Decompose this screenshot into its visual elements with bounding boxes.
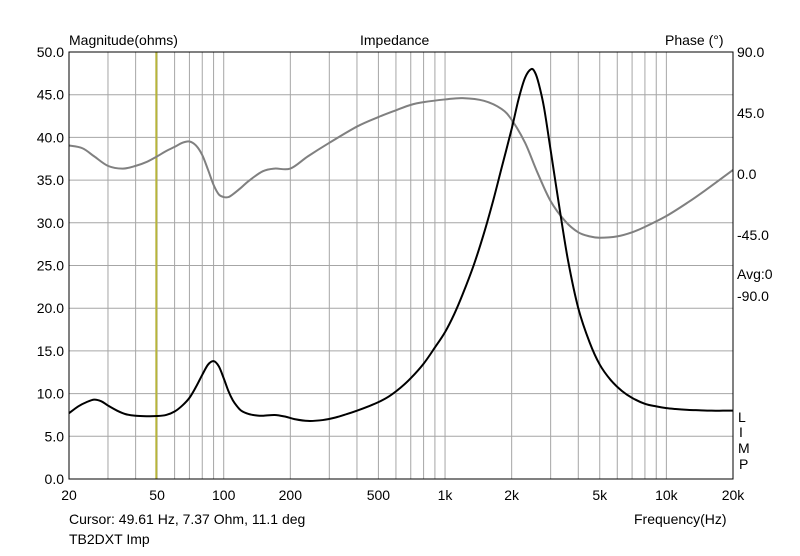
x-tick-label: 5k	[592, 487, 608, 503]
x-tick-label: 20	[61, 487, 77, 503]
left-axis-title: Magnitude(ohms)	[69, 32, 178, 48]
x-tick-label: 10k	[655, 487, 679, 503]
y-left-tick-label: 50.0	[37, 44, 64, 60]
series-line-magnitude	[68, 67, 733, 422]
y-left-tick-label: 25.0	[37, 258, 64, 274]
y-left-tick-label: 10.0	[37, 386, 64, 402]
x-tick-label: 50	[149, 487, 165, 503]
side-letter-i: I	[739, 424, 743, 440]
x-tick-label: 2k	[504, 487, 520, 503]
ticks-layer: 20 50 100 200 500 1k 2k 5k 10k 20k 0.0 5.0 10.0 15.0 2…	[37, 44, 769, 503]
series-layer	[68, 67, 734, 422]
y-right-tick-label: 45.0	[737, 105, 764, 121]
y-left-tick-label: 30.0	[37, 215, 64, 231]
y-left-tick-label: 45.0	[37, 87, 64, 103]
side-letter-l: L	[738, 409, 746, 425]
y-left-tick-label: 5.0	[45, 428, 65, 444]
y-right-tick-label: -90.0	[737, 288, 769, 304]
side-letter-p: P	[739, 456, 749, 472]
cursor-readout: Cursor: 49.61 Hz, 7.37 Ohm, 11.1 deg	[69, 511, 306, 527]
x-tick-label: 500	[367, 487, 391, 503]
y-left-tick-label: 0.0	[45, 471, 65, 487]
trace-label: TB2DXT Imp	[69, 531, 150, 547]
series-line-phase	[68, 97, 734, 239]
y-right-tick-label: 0.0	[737, 166, 757, 182]
avg-label: Avg:0	[737, 266, 773, 282]
y-right-tick-label: -45.0	[737, 227, 769, 243]
x-tick-label: 200	[279, 487, 303, 503]
x-tick-label: 20k	[722, 487, 746, 503]
y-left-tick-label: 35.0	[37, 172, 64, 188]
y-left-tick-label: 40.0	[37, 129, 64, 145]
x-axis-label: Frequency(Hz)	[634, 511, 727, 527]
grid	[69, 52, 733, 479]
side-letter-m: M	[738, 440, 750, 456]
chart-title: Impedance	[360, 32, 430, 48]
y-right-tick-label: 90.0	[737, 44, 764, 60]
plot-frame	[68, 51, 734, 480]
right-axis-title: Phase (°)	[665, 32, 724, 48]
x-tick-label: 1k	[438, 487, 454, 503]
y-left-tick-label: 15.0	[37, 343, 64, 359]
x-tick-label: 100	[212, 487, 236, 503]
y-left-tick-label: 20.0	[37, 300, 64, 316]
